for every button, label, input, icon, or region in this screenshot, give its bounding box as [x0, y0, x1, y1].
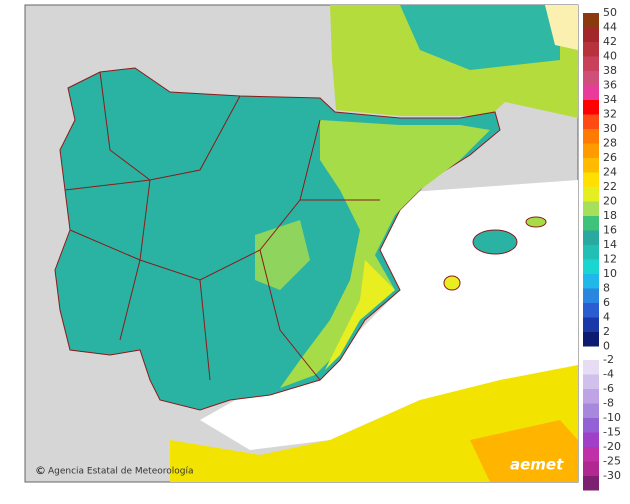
legend-swatch: [583, 245, 599, 260]
legend-label: 38: [603, 64, 617, 77]
ibiza: [443, 275, 461, 291]
legend-label: 10: [603, 267, 617, 280]
province-borders: [64, 71, 380, 381]
legend-swatch: [583, 172, 599, 187]
aemet-logo: aemet: [510, 456, 564, 474]
legend-swatch: [583, 42, 599, 57]
legend-swatch: [583, 317, 599, 332]
legend-swatch: [583, 71, 599, 86]
copyright-mark: ©: [35, 464, 46, 477]
center-warm-area: [255, 220, 310, 290]
legend-label: 16: [603, 224, 617, 237]
legend-label: 2: [603, 325, 610, 338]
legend-label: 42: [603, 35, 617, 48]
legend-swatch: [583, 418, 599, 433]
east-warm-area: [280, 120, 490, 388]
legend-swatch: [583, 27, 599, 42]
legend-label: 30: [603, 122, 617, 135]
legend-swatch: [583, 288, 599, 303]
legend-swatch: [583, 332, 599, 347]
france-cool-area: [400, 5, 560, 70]
legend-label: -25: [603, 455, 621, 468]
legend: 5044424038363432302826242220181614121086…: [583, 6, 621, 491]
legend-label: -2: [603, 353, 614, 366]
legend-swatch: [583, 143, 599, 158]
legend-label: 20: [603, 195, 617, 208]
legend-label: -15: [603, 426, 621, 439]
legend-swatch: [583, 360, 599, 375]
legend-swatch: [583, 158, 599, 173]
legend-label: -6: [603, 382, 614, 395]
legend-label: -10: [603, 411, 621, 424]
coast-hot-area: [325, 260, 395, 370]
legend-swatch: [583, 259, 599, 274]
mallorca: [472, 229, 518, 255]
legend-label: -30: [603, 469, 621, 482]
france-edge: [545, 5, 578, 50]
legend-label: 36: [603, 79, 617, 92]
africa: [170, 365, 578, 482]
legend-label: -20: [603, 440, 621, 453]
legend-label: 44: [603, 21, 617, 34]
legend-swatch: [583, 432, 599, 447]
legend-label: 8: [603, 282, 610, 295]
legend-swatch: [583, 216, 599, 231]
menorca: [525, 216, 547, 228]
legend-label: 24: [603, 166, 617, 179]
agency-credit: Agencia Estatal de Meteorología: [48, 467, 194, 477]
legend-label: 18: [603, 209, 617, 222]
legend-swatch: [583, 100, 599, 115]
legend-swatch: [583, 389, 599, 404]
legend-swatch: [583, 374, 599, 389]
legend-label: 6: [603, 296, 610, 309]
legend-swatch: [583, 461, 599, 476]
legend-label: -4: [603, 368, 614, 381]
legend-label: 14: [603, 238, 617, 251]
legend-swatch: [583, 114, 599, 129]
legend-label: 50: [603, 6, 617, 19]
legend-swatch: [583, 187, 599, 202]
legend-swatch: [583, 201, 599, 216]
legend-swatch: [583, 13, 599, 28]
legend-swatch: [583, 85, 599, 100]
legend-swatch: [583, 403, 599, 418]
legend-label: 12: [603, 253, 617, 266]
legend-label: 0: [603, 340, 610, 353]
legend-swatch: [583, 303, 599, 318]
legend-swatch: [583, 447, 599, 462]
legend-label: -8: [603, 397, 614, 410]
legend-label: 32: [603, 108, 617, 121]
legend-label: 40: [603, 50, 617, 63]
legend-swatch: [583, 274, 599, 289]
legend-swatch: [583, 129, 599, 144]
legend-label: 34: [603, 93, 617, 106]
legend-label: 26: [603, 151, 617, 164]
legend-swatch: [583, 476, 599, 491]
legend-label: 4: [603, 311, 610, 324]
legend-swatch: [583, 230, 599, 245]
legend-swatch: [583, 56, 599, 71]
legend-label: 28: [603, 137, 617, 150]
legend-label: 22: [603, 180, 617, 193]
africa-warm-area: [470, 420, 578, 482]
